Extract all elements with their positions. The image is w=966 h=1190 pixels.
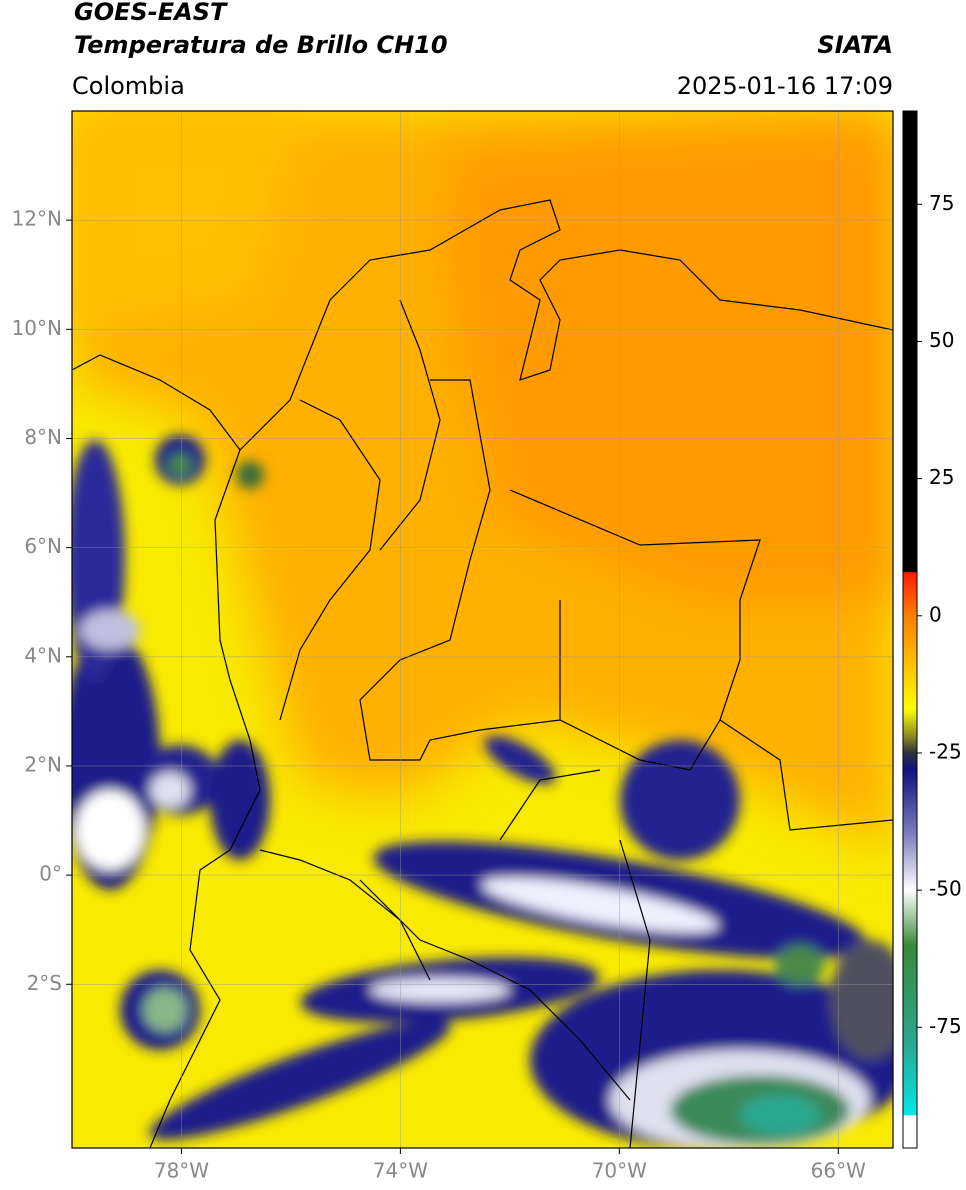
colorbar-label: 50 xyxy=(929,328,954,352)
y-tick-label: 12°N xyxy=(12,207,62,231)
borders xyxy=(72,199,893,1148)
colorbar-label: -75 xyxy=(929,1014,962,1038)
y-tick-label: 0° xyxy=(39,862,62,886)
colorbar-label: 0 xyxy=(929,602,942,626)
colorbar xyxy=(902,110,918,1149)
y-tick-label: 2°N xyxy=(24,752,62,776)
satellite-image xyxy=(72,111,893,1148)
datetime: 2025-01-16 17:09 xyxy=(677,72,893,100)
colorbar-label: 25 xyxy=(929,465,954,489)
subtitle: Temperatura de Brillo CH10 xyxy=(74,31,448,59)
x-tick-label: 74°W xyxy=(373,1159,428,1183)
y-tick-label: 10°N xyxy=(12,316,62,340)
y-tick-label: 8°N xyxy=(24,425,62,449)
clouds xyxy=(72,435,893,1148)
colorbar-label: -50 xyxy=(929,877,962,901)
region: Colombia xyxy=(72,72,185,100)
y-tick-label: 6°N xyxy=(24,534,62,558)
x-tick-label: 70°W xyxy=(592,1159,647,1183)
source: SIATA xyxy=(817,31,893,59)
x-tick-label: 66°W xyxy=(811,1159,866,1183)
colorbar-label: -25 xyxy=(929,739,962,763)
y-tick-label: 2°S xyxy=(27,971,62,995)
x-tick-label: 78°W xyxy=(154,1159,209,1183)
map-frame xyxy=(71,110,894,1149)
y-tick-label: 4°N xyxy=(24,643,62,667)
colorbar-label: 75 xyxy=(929,191,954,215)
title: GOES-EAST xyxy=(74,0,228,26)
